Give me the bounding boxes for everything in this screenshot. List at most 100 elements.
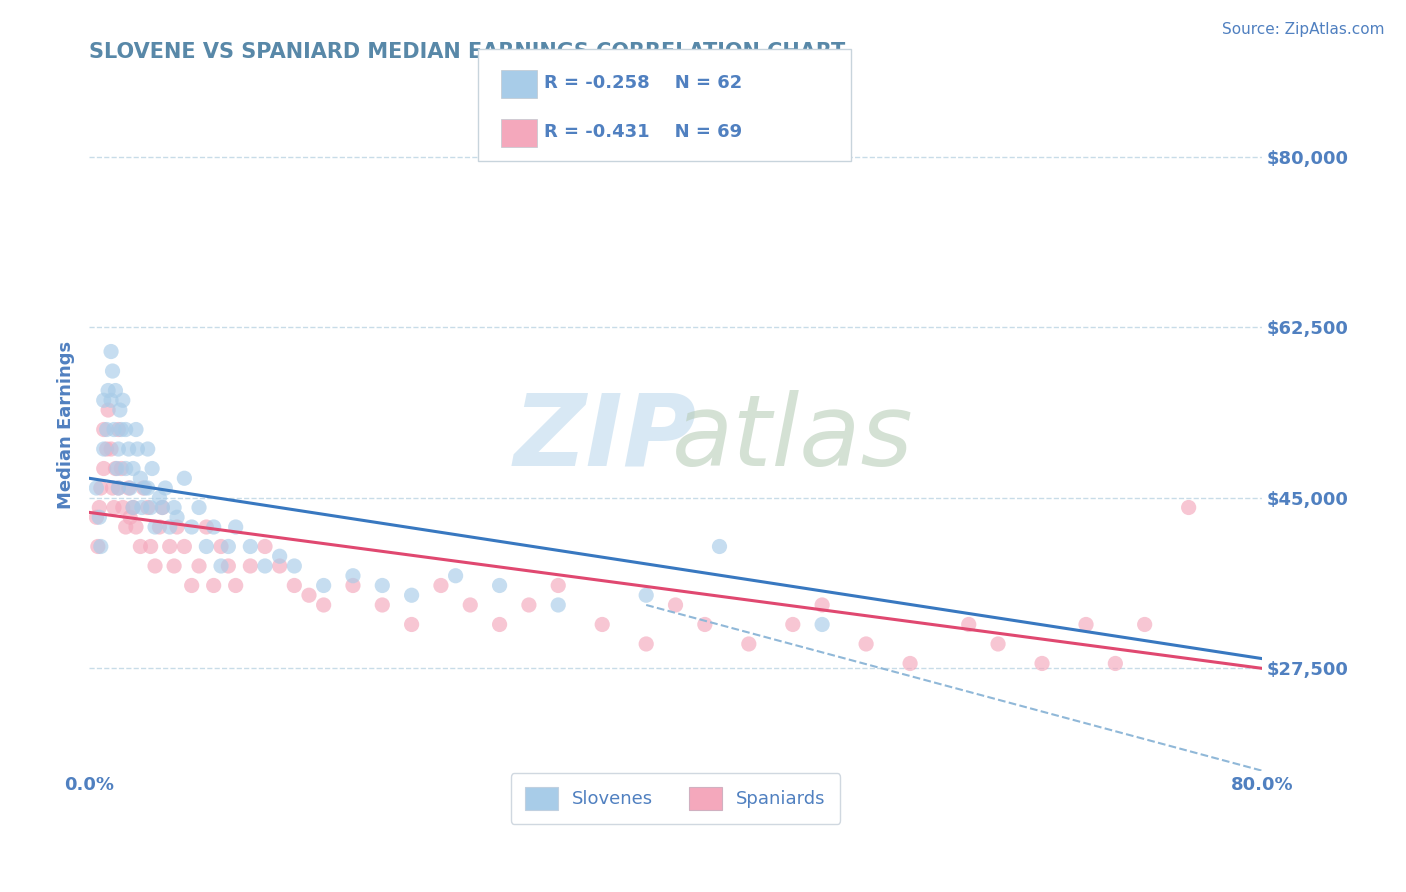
Point: [97, 403, 120, 417]
Point: [100, 344, 122, 359]
Point: [269, 549, 291, 564]
Point: [636, 637, 658, 651]
Point: [111, 393, 134, 408]
Point: [269, 559, 291, 574]
Point: [114, 520, 136, 534]
Point: [173, 540, 195, 554]
Point: [371, 598, 394, 612]
Point: [100, 393, 122, 408]
Point: [664, 598, 686, 612]
Point: [131, 500, 153, 515]
Point: [87, 540, 110, 554]
Point: [283, 559, 305, 574]
Point: [125, 520, 148, 534]
Point: [93, 393, 115, 408]
Point: [148, 520, 170, 534]
Point: [96, 442, 118, 456]
Text: SLOVENE VS SPANIARD MEDIAN EARNINGS CORRELATION CHART: SLOVENE VS SPANIARD MEDIAN EARNINGS CORR…: [89, 42, 845, 62]
Point: [1177, 500, 1199, 515]
Point: [636, 588, 658, 602]
Point: [166, 520, 188, 534]
Point: [225, 520, 247, 534]
Point: [217, 559, 239, 574]
Point: [239, 559, 262, 574]
Point: [148, 491, 170, 505]
Point: [312, 578, 335, 592]
Point: [195, 540, 218, 554]
Point: [855, 637, 877, 651]
Point: [1074, 617, 1097, 632]
Point: [159, 520, 181, 534]
Point: [118, 442, 141, 456]
Point: [547, 598, 569, 612]
Point: [1133, 617, 1156, 632]
Point: [957, 617, 980, 632]
Point: [298, 588, 321, 602]
Point: [342, 578, 364, 592]
Point: [89, 500, 111, 515]
Point: [110, 423, 132, 437]
Point: [107, 481, 129, 495]
Point: [120, 481, 142, 495]
Point: [430, 578, 453, 592]
Point: [107, 481, 129, 495]
Point: [104, 461, 127, 475]
Point: [1104, 657, 1126, 671]
Point: [253, 540, 276, 554]
Point: [107, 423, 129, 437]
Text: R = -0.258    N = 62: R = -0.258 N = 62: [544, 74, 742, 92]
Point: [444, 568, 467, 582]
Point: [253, 559, 276, 574]
Point: [125, 423, 148, 437]
Point: [107, 442, 129, 456]
Point: [120, 510, 142, 524]
Text: Source: ZipAtlas.com: Source: ZipAtlas.com: [1222, 22, 1385, 37]
Point: [127, 442, 149, 456]
Point: [136, 500, 159, 515]
Point: [547, 578, 569, 592]
Point: [96, 423, 118, 437]
Point: [111, 500, 134, 515]
Point: [132, 481, 155, 495]
Point: [129, 540, 152, 554]
Point: [202, 520, 225, 534]
Point: [100, 442, 122, 456]
Point: [90, 481, 112, 495]
Point: [693, 617, 716, 632]
Point: [166, 510, 188, 524]
Point: [782, 617, 804, 632]
Point: [283, 578, 305, 592]
Point: [136, 481, 159, 495]
Point: [143, 520, 166, 534]
Point: [312, 598, 335, 612]
Point: [150, 500, 173, 515]
Point: [129, 471, 152, 485]
Point: [93, 461, 115, 475]
Point: [139, 540, 162, 554]
Point: [150, 500, 173, 515]
Point: [86, 481, 108, 495]
Point: [108, 403, 131, 417]
Point: [122, 461, 145, 475]
Point: [401, 588, 423, 602]
Point: [188, 559, 211, 574]
Point: [401, 617, 423, 632]
Legend: Slovenes, Spaniards: Slovenes, Spaniards: [510, 773, 841, 824]
Point: [110, 461, 132, 475]
Point: [163, 500, 186, 515]
Point: [239, 540, 262, 554]
Point: [217, 540, 239, 554]
Point: [225, 578, 247, 592]
Point: [141, 461, 163, 475]
Point: [488, 617, 510, 632]
Text: atlas: atlas: [672, 390, 914, 487]
Point: [180, 578, 202, 592]
Point: [93, 423, 115, 437]
Point: [139, 500, 162, 515]
Point: [103, 423, 125, 437]
Point: [93, 442, 115, 456]
Point: [371, 578, 394, 592]
Point: [898, 657, 921, 671]
Point: [517, 598, 540, 612]
Point: [155, 481, 177, 495]
